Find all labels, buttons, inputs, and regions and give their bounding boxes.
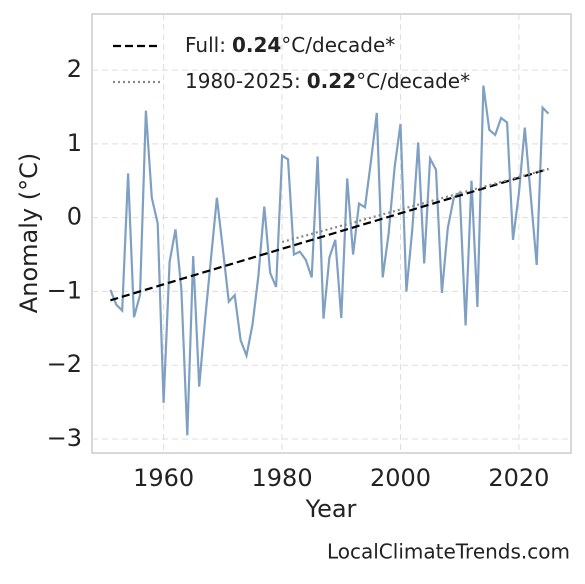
legend-entry: 1980-2025: 0.22°C/decade* (185, 69, 470, 93)
legend-entry: Full: 0.24°C/decade* (185, 33, 395, 57)
legend-rate: 0.24 (232, 33, 281, 57)
series-line (281, 167, 549, 244)
source: LocalClimateTrends.com (327, 540, 570, 564)
x-tick-label: 2020 (488, 464, 549, 492)
y-tick-label: 1 (67, 129, 82, 157)
x-axis-label: Year (305, 495, 357, 523)
x-tick-label: 1980 (252, 464, 313, 492)
y-tick-label: 0 (67, 203, 82, 231)
y-tick-label: −1 (47, 276, 82, 304)
legend-unit: °C/decade* (281, 33, 395, 57)
series-line (110, 167, 549, 302)
legend-label: 1980-2025: (185, 69, 301, 93)
x-tick-label: 1960 (133, 464, 194, 492)
y-tick-label: −2 (47, 350, 82, 378)
series-line (109, 85, 550, 436)
plot-frame (91, 13, 572, 454)
x-tick-label: 2000 (370, 464, 431, 492)
legend-unit: °C/decade* (356, 69, 470, 93)
y-tick-label: −3 (47, 424, 82, 452)
y-tick-label: 2 (67, 55, 82, 83)
legend-rate: 0.22 (307, 69, 356, 93)
y-axis-label: Anomaly (°C) (15, 153, 43, 313)
legend-label: Full: (185, 33, 226, 57)
